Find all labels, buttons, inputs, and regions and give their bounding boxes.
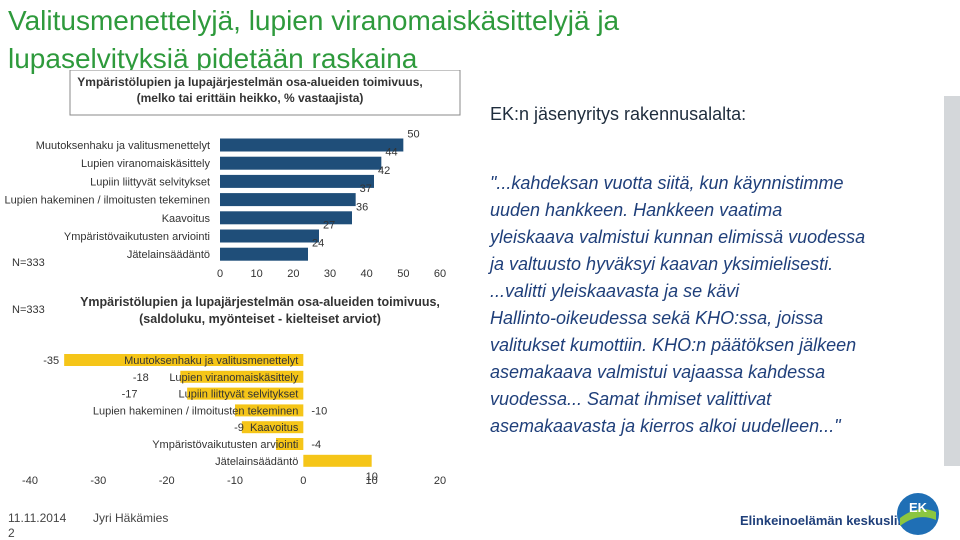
chart1-title-line: (melko tai erittäin heikko, % vastaajist…	[137, 91, 364, 105]
chart1-value-label: 50	[407, 129, 419, 141]
chart1-bar	[220, 247, 308, 261]
charts-panel: Ympäristölupien ja lupajärjestelmän osa-…	[0, 69, 465, 495]
chart2-bar	[241, 421, 304, 434]
chart1-bar	[220, 229, 319, 243]
quote-line: uuden hankkeen. Hankkeen vaatima	[490, 200, 783, 220]
chart1-category-label: Kaavoitus	[162, 213, 211, 225]
chart1-value-label: 42	[378, 165, 390, 177]
ek-logo-text: Elinkeinoelämän keskusliitto	[740, 513, 918, 528]
chart2-category-label: Ympäristövaikutusten arviointi	[152, 439, 298, 451]
chart2-title-line: (saldoluku, myönteiset - kielteiset arvi…	[139, 312, 381, 326]
chart2-value-label: -35	[43, 355, 59, 367]
chart2-n-label: N=333	[12, 304, 45, 316]
quote-line: yleiskaava valmistui kunnan elimissä vuo…	[490, 227, 866, 247]
quote-line: Hallinto-oikeudessa sekä KHO:ssa, joissa	[490, 308, 824, 328]
quote-line: "...kahdeksan vuotta siitä, kun käynnist…	[490, 173, 844, 193]
chart2-x-tick: 10	[366, 475, 378, 487]
chart1-n-label: N=333	[12, 257, 45, 269]
chart2-title-line: Ympäristölupien ja lupajärjestelmän osa-…	[80, 295, 440, 309]
chart1-category-label: Jätelainsäädäntö	[127, 249, 210, 261]
quote-header: EK:n jäsenyritys rakennusalalta:	[490, 104, 747, 124]
chart1-x-tick: 50	[397, 268, 409, 280]
chart1-title-line: Ympäristölupien ja lupajärjestelmän osa-…	[77, 75, 422, 89]
chart1-bar	[220, 211, 352, 225]
chart2-x-tick: 20	[434, 475, 446, 487]
chart2-x-tick: -40	[22, 475, 38, 487]
quote-line: ja valtuusto hyväksyi kaavan yksimielise…	[490, 254, 834, 274]
chart2-bar	[276, 438, 304, 450]
chart1-category-label: Lupien viranomaiskäsittely	[81, 158, 211, 170]
chart1-title-box	[69, 69, 461, 116]
chart2-bar	[235, 404, 304, 417]
chart2-category-label: Lupien viranomaiskäsittely	[169, 372, 299, 384]
chart2-x-tick: 0	[300, 475, 306, 487]
chart2-bar	[180, 370, 304, 383]
chart1-bar	[220, 156, 382, 170]
slide-title-line-1: Valitusmenettelyjä, lupien viranomaiskäs…	[8, 5, 620, 36]
chart1-category-label: Lupiin liittyvät selvitykset	[90, 176, 210, 188]
chart2-value-label: -18	[133, 372, 149, 384]
chart2-category-label: Jätelainsäädäntö	[215, 456, 298, 468]
chart1-x-tick: 0	[217, 268, 223, 280]
ek-logo-icon: EK	[897, 493, 939, 535]
chart2-value-label: 10	[366, 471, 378, 483]
chart2-bar	[303, 454, 372, 467]
chart2-category-label: Kaavoitus	[250, 422, 299, 434]
member-quote: "...kahdeksan vuotta siitä, kun käynnist…	[490, 170, 930, 440]
quote-line: valitukset kumottiin. KHO:n päätöksen jä…	[490, 335, 857, 355]
chart1-x-tick: 30	[324, 268, 336, 280]
chart2-category-label: Muutoksenhaku ja valitusmenettelyt	[124, 355, 298, 367]
footer-author: Jyri Häkämies	[93, 511, 169, 525]
chart2-category-label: Lupien hakeminen / ilmoitusten tekeminen	[93, 405, 298, 417]
chart2-value-label: -17	[122, 389, 138, 401]
chart1-x-tick: 60	[434, 268, 446, 280]
chart2-bar	[187, 387, 304, 400]
chart1-bar	[220, 174, 374, 188]
chart1-category-label: Ympäristövaikutusten arviointi	[64, 231, 210, 243]
chart2-value-label: -9	[234, 422, 244, 434]
chart1-value-label: 24	[312, 238, 324, 250]
ek-logo-mark: EK	[909, 500, 928, 515]
slide-title: Valitusmenettelyjä, lupien viranomaiskäs…	[8, 2, 948, 78]
charts-svg: Ympäristölupien ja lupajärjestelmän osa-…	[5, 69, 461, 487]
slide-side-decoration	[944, 96, 960, 466]
chart1-category-label: Muutoksenhaku ja valitusmenettelyt	[36, 140, 210, 152]
chart1-category-label: Lupien hakeminen / ilmoitusten tekeminen	[5, 195, 210, 207]
chart1-x-tick: 10	[251, 268, 263, 280]
slide-title-line-2: lupaselvityksiä pidetään raskaina	[8, 43, 418, 74]
chart1-value-label: 44	[385, 147, 397, 159]
quote-line: ...valitti yleiskaavasta ja se kävi	[490, 281, 740, 301]
chart1-value-label: 27	[323, 220, 335, 232]
chart1-bar	[220, 138, 404, 152]
chart2-x-tick: -30	[90, 475, 106, 487]
chart1-value-label: 36	[356, 201, 368, 213]
chart2-bar	[64, 354, 304, 366]
chart2-category-label: Lupiin liittyvät selvitykset	[179, 389, 299, 401]
page-number: 2	[8, 526, 15, 540]
chart2-value-label: -10	[311, 405, 327, 417]
chart2-x-tick: -20	[159, 475, 175, 487]
chart2-x-tick: -10	[227, 475, 243, 487]
chart1-x-tick: 40	[361, 268, 373, 280]
chart2-value-label: -4	[311, 439, 321, 451]
chart1-x-tick: 20	[287, 268, 299, 280]
quote-line: vuodessa... Samat ihmiset valittivat	[490, 389, 772, 409]
quote-line: asemakaava valmistui vajaassa kahdessa	[490, 362, 826, 382]
footer-date: 11.11.2014	[8, 511, 67, 525]
chart1-value-label: 37	[360, 183, 372, 195]
chart1-bar	[220, 193, 356, 207]
quote-line: asemakaavasta ja kierros alkoi uudelleen…	[490, 416, 841, 436]
